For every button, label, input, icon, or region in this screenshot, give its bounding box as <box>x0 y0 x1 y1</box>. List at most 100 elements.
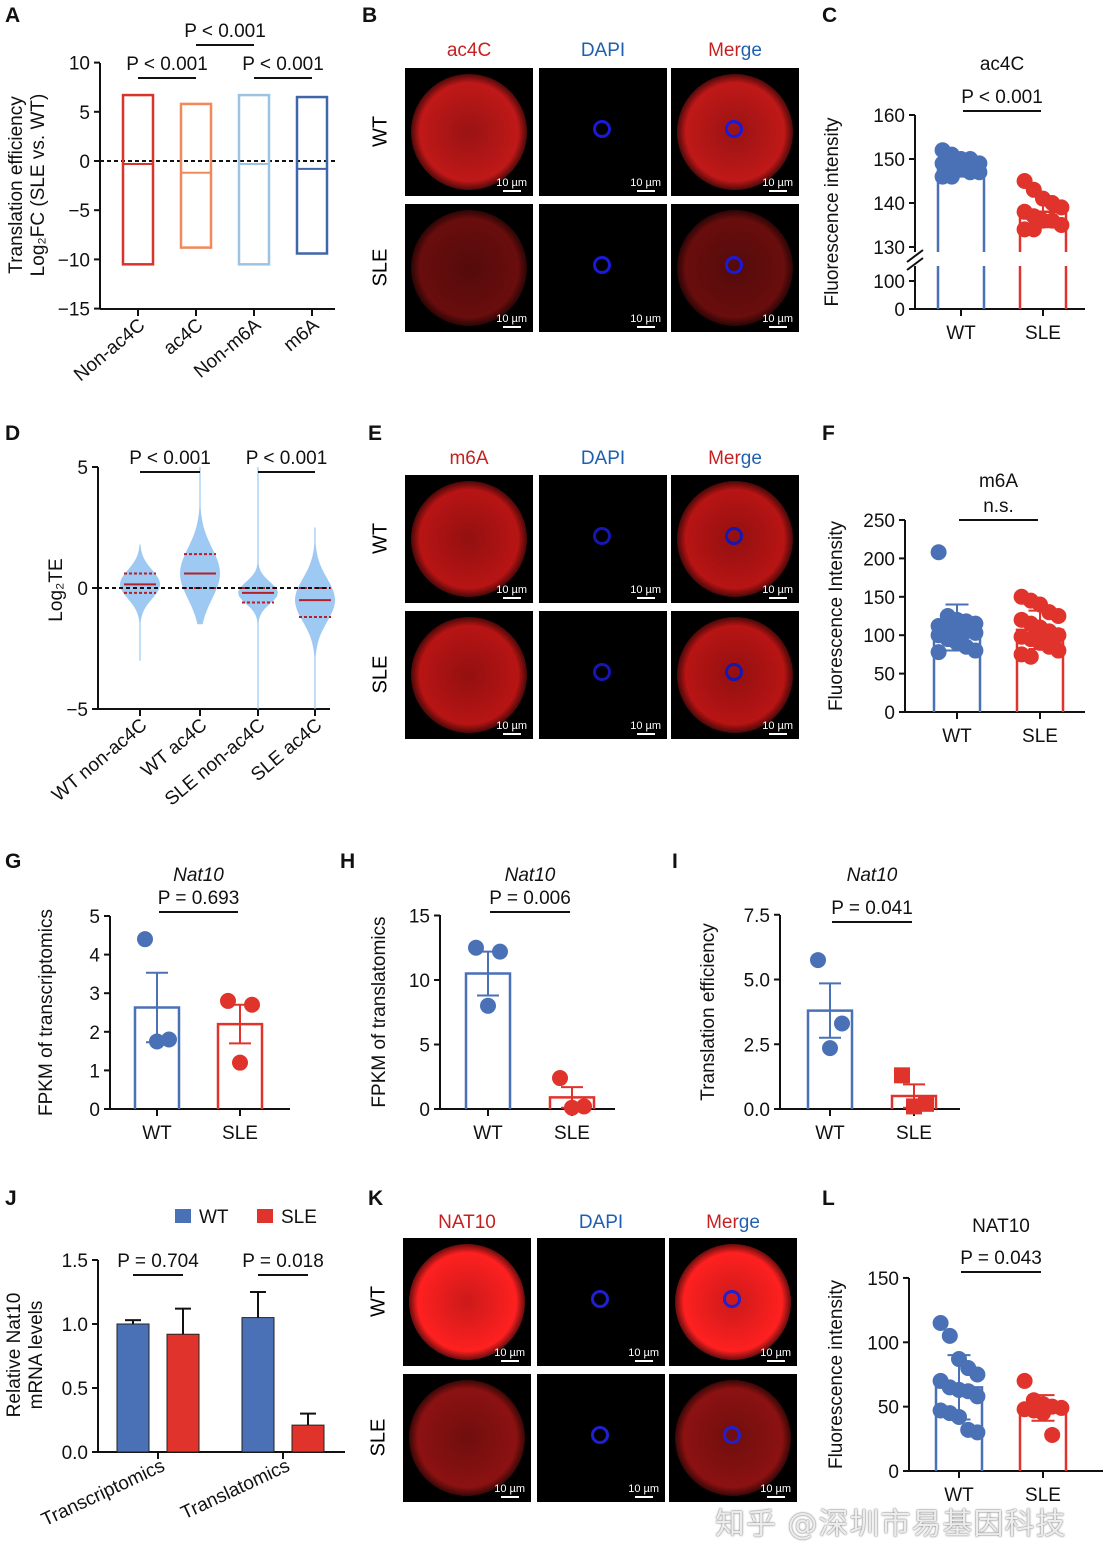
y-tick-label: −5 <box>66 700 88 721</box>
legend-swatch <box>175 1209 191 1223</box>
y-tick-label: 0.0 <box>62 1443 88 1464</box>
y-tick-label: 0.5 <box>62 1379 88 1400</box>
scale-bar: 10 µm <box>630 720 661 735</box>
row-label: WT <box>369 115 392 148</box>
y-tick-label: 1 <box>89 1061 100 1082</box>
violin <box>120 544 160 661</box>
data-point <box>137 931 153 948</box>
data-point <box>951 1408 967 1425</box>
bar <box>241 1317 275 1453</box>
data-point <box>930 644 947 661</box>
data-point <box>1044 1426 1061 1443</box>
data-point <box>492 943 508 960</box>
y-tick-label: 0 <box>884 703 895 724</box>
panel-letter: L <box>822 1187 835 1210</box>
data-point <box>1022 648 1039 665</box>
micrograph: 10 µm <box>405 475 533 603</box>
scale-bar: 10 µm <box>762 584 793 599</box>
x-tick-label: WT <box>473 1123 503 1144</box>
nucleus-signal <box>593 527 611 545</box>
p-value-label: P = 0.043 <box>960 1248 1042 1269</box>
channel-label: DAPI <box>580 40 626 61</box>
panel-letter: G <box>5 850 21 873</box>
scale-bar: 10 µm <box>630 313 661 328</box>
scale-bar-line <box>636 733 655 735</box>
y-tick-label: 250 <box>863 511 895 532</box>
p-value-label: P < 0.001 <box>961 87 1043 108</box>
data-point <box>1016 1372 1033 1389</box>
scale-bar-line <box>500 1360 519 1362</box>
data-point <box>220 992 236 1009</box>
x-tick-label: ac4C <box>160 315 207 360</box>
chart-title: Nat10 <box>505 865 556 886</box>
chart-title: Nat10 <box>173 865 224 886</box>
nucleus-signal <box>593 256 611 274</box>
axis-break-mark <box>906 257 924 271</box>
scale-bar: 10 µm <box>496 177 527 192</box>
channel-label: ac4C <box>446 40 492 61</box>
y-tick-label: 5 <box>419 1036 430 1057</box>
data-point <box>468 939 484 956</box>
violin <box>295 527 335 709</box>
x-tick-label: m6A <box>280 315 324 356</box>
y-axis-label: Relative Nat10 <box>4 1293 25 1418</box>
y-tick-label: 0 <box>79 152 90 173</box>
micrograph: 10 µm <box>669 1238 797 1366</box>
scale-bar: 10 µm <box>762 313 793 328</box>
scale-bar-line <box>502 190 521 192</box>
scale-bar-label: 10 µm <box>762 584 793 596</box>
data-point <box>894 1067 910 1084</box>
data-point <box>1050 608 1067 624</box>
y-tick-label: −5 <box>68 201 90 222</box>
nucleus-signal <box>723 1290 741 1308</box>
y-tick-label: 150 <box>863 588 895 609</box>
y-tick-label: 2.5 <box>744 1035 770 1056</box>
y-tick-label: 5 <box>89 907 100 928</box>
bar <box>291 1424 325 1453</box>
scale-bar-label: 10 µm <box>762 177 793 189</box>
p-value-label: P = 0.006 <box>489 888 571 909</box>
scale-bar-label: 10 µm <box>630 584 661 596</box>
p-value-label: P = 0.018 <box>242 1251 324 1272</box>
y-tick-label: 50 <box>878 1398 899 1419</box>
channel-label: DAPI <box>578 1212 624 1233</box>
panel-letter: A <box>5 4 20 27</box>
scale-bar-label: 10 µm <box>760 1347 791 1359</box>
micrograph: 10 µm <box>405 68 533 196</box>
data-point <box>149 1033 165 1050</box>
micrograph: 10 µm <box>405 611 533 739</box>
y-axis-label: Fluorescence Intensity <box>826 520 847 711</box>
y-tick-label: 100 <box>863 626 895 647</box>
micrograph: 10 µm <box>537 1238 665 1366</box>
data-point <box>822 1040 838 1057</box>
bar <box>116 1323 150 1453</box>
data-point <box>1035 1405 1051 1422</box>
y-tick-label: 0 <box>77 579 88 600</box>
micrograph: 10 µm <box>539 204 667 332</box>
micrograph: 10 µm <box>403 1238 531 1366</box>
y-axis-label: mRNA levels <box>26 1301 47 1410</box>
panel-j-chart: 0.0 0.5 1.0 1.5 Transcriptomics Translatomics… <box>4 1207 345 1531</box>
violin <box>180 467 220 625</box>
y-tick-label: 150 <box>873 150 905 171</box>
panel-letter: K <box>368 1187 383 1210</box>
panel-i-chart: 0.0 2.5 5.0 7.5 WT SLE Translation efficiency N… <box>698 865 960 1144</box>
panel-c-chart: 0 100 130 140 150 160 WT SLE Fluorescence intens… <box>822 54 1090 344</box>
y-tick-label: 130 <box>873 238 905 259</box>
scale-bar-label: 10 µm <box>762 313 793 325</box>
scale-bar: 10 µm <box>762 177 793 192</box>
scale-bar-line <box>636 326 655 328</box>
row-label: SLE <box>367 1418 390 1457</box>
x-tick-label: SLE non-ac4C <box>161 715 269 811</box>
x-tick-label: WT <box>944 1485 974 1506</box>
p-value-label: P = 0.704 <box>117 1251 199 1272</box>
y-tick-label: 100 <box>867 1333 899 1354</box>
x-tick-label: WT <box>942 726 972 747</box>
data-point <box>971 164 988 181</box>
y-tick-label: 15 <box>409 907 430 928</box>
y-tick-label: 0 <box>89 1100 100 1121</box>
scale-bar-label: 10 µm <box>762 720 793 732</box>
x-tick-label: SLE <box>222 1123 258 1144</box>
p-value-label: n.s. <box>983 496 1014 517</box>
